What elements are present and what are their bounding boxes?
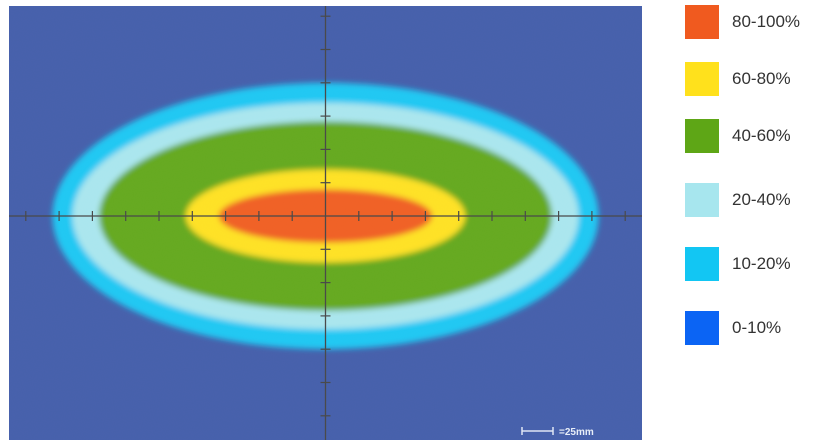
- legend-item: 10-20%: [685, 246, 791, 282]
- legend-swatch: [685, 62, 719, 96]
- legend-swatch: [685, 247, 719, 281]
- crosshair-axes: [9, 6, 642, 440]
- intensity-heatmap: =25mm: [9, 6, 642, 440]
- legend-label: 60-80%: [732, 69, 791, 88]
- legend-label: 20-40%: [732, 190, 791, 209]
- legend-item: 0-10%: [685, 310, 781, 346]
- legend-swatch: [685, 311, 719, 345]
- legend-label: 0-10%: [732, 318, 782, 337]
- legend: 80-100% 60-80% 40-60% 20-40% 10-20% 0-10%: [685, 0, 822, 445]
- legend-swatch: [685, 183, 719, 217]
- scale-bar-label: =25mm: [559, 427, 594, 438]
- scale-bar: =25mm: [521, 427, 594, 438]
- legend-label: 80-100%: [732, 12, 801, 31]
- legend-swatch: [685, 119, 719, 153]
- legend-swatch: [685, 5, 719, 39]
- legend-item: 80-100%: [685, 4, 800, 40]
- legend-item: 40-60%: [685, 118, 791, 154]
- legend-item: 20-40%: [685, 182, 791, 218]
- legend-label: 40-60%: [732, 126, 791, 145]
- legend-item: 60-80%: [685, 61, 791, 97]
- legend-label: 10-20%: [732, 254, 791, 273]
